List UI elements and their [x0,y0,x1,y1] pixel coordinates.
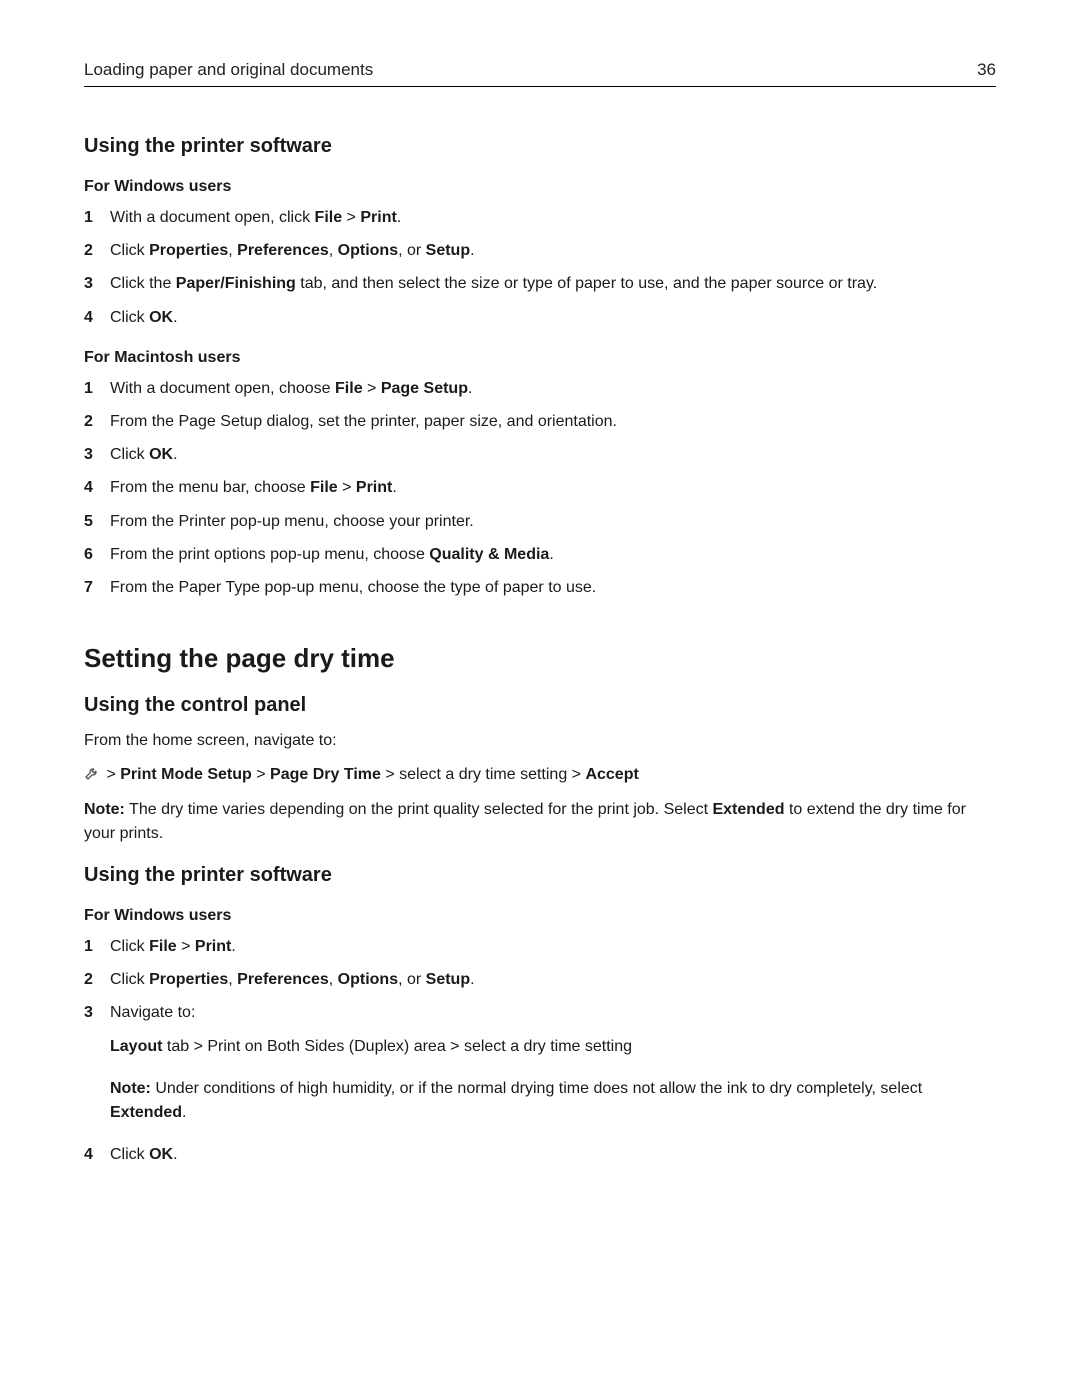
step-item: 5 From the Printer pop‑up menu, choose y… [84,510,996,533]
step-item: 1 Click File > Print. [84,935,996,958]
heading-using-printer-software-2: Using the printer software [84,864,996,887]
step-text: With a document open, click File > Print… [110,206,996,229]
nav-note: Note: Under conditions of high humidity,… [110,1077,996,1125]
heading-windows-users: For Windows users [84,178,996,196]
step-item: 7 From the Paper Type pop‑up menu, choos… [84,576,996,599]
step-text: Click OK. [110,306,996,329]
step-item: 4 Click OK. [84,306,996,329]
step-text: Navigate to: [110,1001,996,1024]
step-number: 2 [84,410,110,433]
step-item: 6 From the print options pop‑up menu, ch… [84,543,996,566]
heading-using-printer-software: Using the printer software [84,135,996,158]
step-number: 4 [84,1143,110,1166]
step-item: 3 Navigate to: Layout tab > Print on Bot… [84,1001,996,1132]
step-number: 3 [84,443,110,466]
step-text: From the Page Setup dialog, set the prin… [110,410,996,433]
step-text: Click File > Print. [110,935,996,958]
heading-using-control-panel: Using the control panel [84,694,996,717]
mac-steps: 1 With a document open, choose File > Pa… [84,377,996,599]
step-item: 2 Click Properties, Preferences, Options… [84,968,996,991]
panel-note: Note: The dry time varies depending on t… [84,798,996,846]
step-item: 4 From the menu bar, choose File > Print… [84,476,996,499]
step-number: 6 [84,543,110,566]
step-number: 1 [84,377,110,400]
step-item: 3 Click the Paper/Finishing tab, and the… [84,272,996,295]
step-number: 2 [84,239,110,262]
nav-path: > Print Mode Setup > Page Dry Time > sel… [84,765,996,786]
step-text: Click the Paper/Finishing tab, and then … [110,272,996,295]
heading-setting-page-dry-time: Setting the page dry time [84,643,996,674]
step-number: 3 [84,272,110,295]
step-text: Click OK. [110,1143,996,1166]
step-text: From the Printer pop‑up menu, choose you… [110,510,996,533]
step-number: 5 [84,510,110,533]
page: Loading paper and original documents 3 6 … [0,0,1080,1276]
step-item: 2 From the Page Setup dialog, set the pr… [84,410,996,433]
step-number: 4 [84,306,110,329]
nav-sub: Layout tab > Print on Both Sides (Duplex… [110,1035,996,1059]
wrench-icon [84,765,100,786]
step-text: Click OK. [110,443,996,466]
step-number: 1 [84,206,110,229]
step-item: 1 With a document open, choose File > Pa… [84,377,996,400]
heading-windows-users-2: For Windows users [84,907,996,925]
step-number: 2 [84,968,110,991]
step-item: 2 Click Properties, Preferences, Options… [84,239,996,262]
step-text: With a document open, choose File > Page… [110,377,996,400]
step-number: 4 [84,476,110,499]
step-item: 1 With a document open, click File > Pri… [84,206,996,229]
step-text: From the menu bar, choose File > Print. [110,476,996,499]
running-header: Loading paper and original documents 36 [84,60,996,87]
heading-mac-users: For Macintosh users [84,349,996,367]
step-number: 1 [84,935,110,958]
windows-steps-2: 1 Click File > Print. 2 Click Properties… [84,935,996,1166]
header-section: Loading paper and original documents [84,60,373,80]
step-text: Click Properties, Preferences, Options, … [110,239,996,262]
panel-intro: From the home screen, navigate to: [84,729,996,753]
step-text: From the Paper Type pop‑up menu, choose … [110,576,996,599]
step-number: 3 [84,1001,110,1024]
step-text: From the print options pop‑up menu, choo… [110,543,996,566]
step-text: Click Properties, Preferences, Options, … [110,968,996,991]
header-page-number: 36 [977,60,996,80]
step-number: 7 [84,576,110,599]
windows-steps: 1 With a document open, click File > Pri… [84,206,996,329]
step-item: 4 Click OK. [84,1143,996,1166]
step-item: 3 Click OK. [84,443,996,466]
